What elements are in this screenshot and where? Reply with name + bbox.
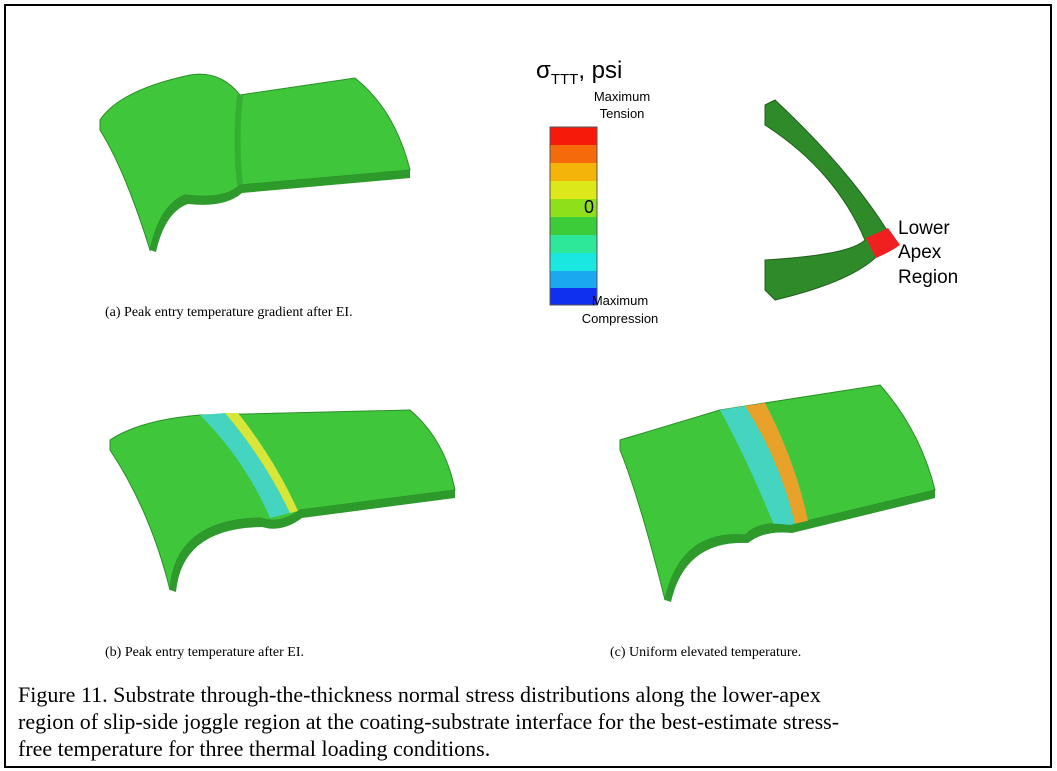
figure-caption: free temperature for three thermal loadi… (18, 736, 490, 761)
legend-top-label: Maximum (594, 89, 650, 104)
legend-title: σTTT, psi (536, 57, 622, 88)
panel-caption: (c) Uniform elevated temperature. (610, 645, 801, 660)
panel-caption: (b) Peak entry temperature after EI. (105, 645, 304, 660)
panel-caption: (a) Peak entry temperature gradient afte… (105, 305, 353, 320)
figure-caption: region of slip-side joggle region at the… (18, 709, 839, 734)
legend-top-label: Tension (600, 106, 645, 121)
legend-bottom-label: Maximum (592, 293, 648, 308)
figure-caption: Figure 11. Substrate through-the-thickne… (18, 682, 821, 707)
figure: σTTT, psi Maximum Tension 0 Maximum Comp… (0, 0, 1057, 771)
inset-label: Apex (898, 242, 942, 263)
inset-label: Region (898, 267, 958, 288)
legend-zero-label: 0 (584, 197, 594, 217)
inset-label: Lower (898, 218, 950, 239)
legend-bottom-label: Compression (582, 311, 659, 326)
